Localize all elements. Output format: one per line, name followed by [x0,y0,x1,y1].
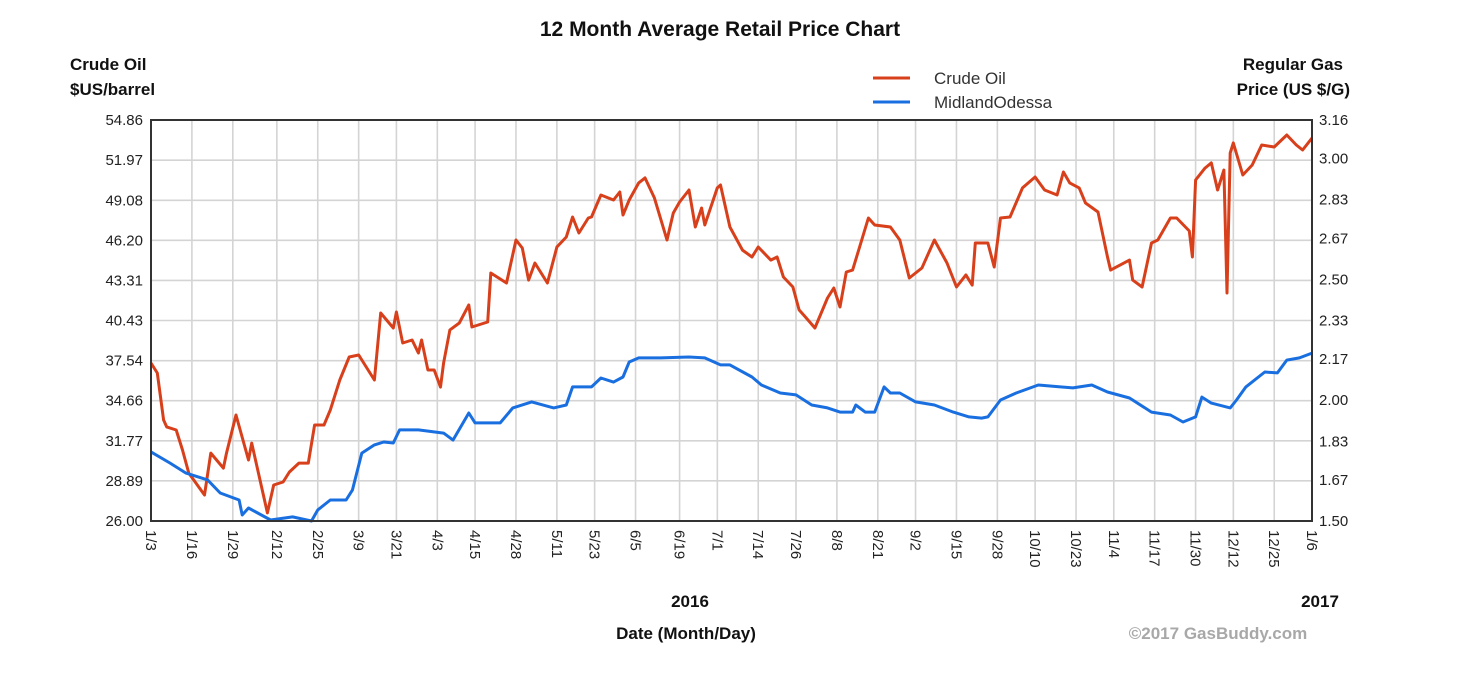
x-tick-label: 4/28 [507,530,524,559]
y-tick-left-label: 26.00 [105,513,143,530]
credit: ©2017 GasBuddy.com [1129,624,1308,643]
x-tick-label: 11/17 [1146,530,1163,566]
y-tick-left-label: 37.54 [105,353,143,370]
y-axis-right-label-line2: Price (US $/G) [1237,80,1350,99]
x-tick-label: 1/6 [1303,530,1320,551]
y-tick-right-label: 2.67 [1319,230,1348,247]
x-tick-label: 10/10 [1026,530,1043,568]
x-tick-label: 3/21 [387,530,404,559]
x-tick-label: 9/28 [988,530,1005,559]
y-tick-right-label: 1.67 [1319,472,1348,489]
chart-title: 12 Month Average Retail Price Chart [540,18,900,41]
x-tick-label: 9/2 [907,530,924,551]
x-tick-label: 7/14 [749,530,766,559]
y-tick-left-label: 46.20 [105,232,143,249]
x-tick-label: 5/23 [586,530,603,559]
y-axis-left-label-line2: $US/barrel [70,80,155,99]
x-tick-label: 12/25 [1265,530,1282,568]
y-tick-right-label: 2.83 [1319,192,1348,209]
x-tick-label: 3/9 [350,530,367,551]
x-tick-label: 1/16 [183,530,200,559]
y-tick-left-label: 34.66 [105,393,143,410]
x-tick-label: 11/4 [1105,530,1122,558]
x-tick-label: 10/23 [1067,530,1084,568]
y-tick-right-label: 3.16 [1319,112,1348,129]
x-tick-label: 7/26 [787,530,804,559]
x-tick-label: 11/30 [1187,530,1204,566]
x-tick-label: 7/1 [708,530,725,551]
series-line-crude-oil [149,133,1314,515]
y-tick-left-label: 28.89 [105,473,143,490]
x-axis-label: Date (Month/Day) [616,624,756,643]
y-tick-left-label: 54.86 [105,112,143,129]
y-tick-left-label: 31.77 [105,433,143,450]
y-tick-right-label: 2.17 [1319,351,1348,368]
x-tick-label: 2/12 [268,530,285,559]
legend: Crude Oil MidlandOdessa [873,69,1053,112]
x-tick-label: 4/15 [466,530,483,559]
y-tick-left-label: 40.43 [105,313,143,330]
x-tick-label: 5/11 [548,530,565,558]
x-tick-label: 6/19 [671,530,688,559]
y-tick-right-label: 2.50 [1319,271,1348,288]
x-tick-label: 4/3 [428,530,445,551]
y-tick-right-label: 2.00 [1319,392,1348,409]
y-tick-left-label: 51.97 [105,152,143,169]
x-tick-label: 2/25 [309,530,326,559]
x-tick-label: 9/15 [947,530,964,559]
y-tick-left-label: 43.31 [105,272,143,289]
y-axis-left-label-line1: Crude Oil [70,55,147,74]
y-axis-right: 3.16 3.00 2.83 2.67 2.50 2.33 2.17 2.00 1.83 1.67… [1319,112,1348,530]
x-tick-label: 6/5 [627,530,644,551]
y-tick-left-label: 49.08 [105,192,143,209]
y-tick-right-label: 1.50 [1319,513,1348,530]
y-tick-right-label: 2.33 [1319,313,1348,330]
y-tick-right-label: 1.83 [1319,433,1348,450]
x-tick-label: 12/12 [1224,530,1241,568]
year-label-2017: 2017 [1301,592,1339,611]
legend-label-crude-oil: Crude Oil [934,69,1006,88]
x-tick-label: 8/21 [869,530,886,559]
series-line-midlandodessa [150,351,1313,523]
y-axis-right-label-line1: Regular Gas [1243,55,1343,74]
y-axis-left: 54.86 51.97 49.08 46.20 43.31 40.43 37.54 34.66… [105,112,143,530]
y-tick-right-label: 3.00 [1319,151,1348,168]
year-label-2016: 2016 [671,592,709,611]
x-tick-label: 1/29 [224,530,241,559]
series-layer [149,133,1314,523]
grid [150,119,1313,522]
x-tick-label: 1/3 [142,530,159,551]
x-tick-label: 8/8 [828,530,845,551]
plot-frame [150,119,1313,522]
x-axis: 1/3 1/16 1/29 2/12 2/25 3/9 3/21 4/3 4/15 4/28 5/1… [142,530,1320,568]
legend-label-midlandodessa: MidlandOdessa [934,93,1053,112]
